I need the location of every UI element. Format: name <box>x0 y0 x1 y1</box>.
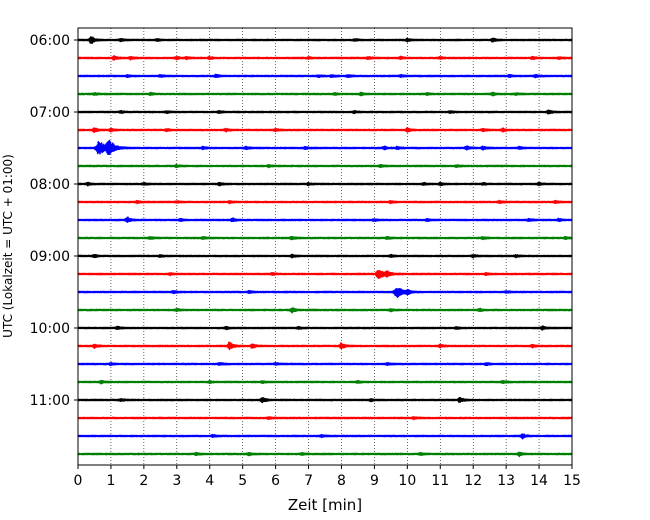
y-tick-label: 07:00 <box>30 105 70 121</box>
plot-frame <box>77 27 573 466</box>
x-tick-label: 11 <box>431 473 449 489</box>
x-tick-label: 10 <box>398 473 416 489</box>
trace-0945 <box>77 307 573 314</box>
trace-1000 <box>77 325 573 331</box>
x-tick-label: 5 <box>238 473 247 489</box>
trace-1100 <box>77 396 573 404</box>
y-tick-label: 11:00 <box>30 393 70 409</box>
trace-0930 <box>77 288 573 298</box>
vertical-grid <box>110 28 540 465</box>
trace-0700 <box>77 109 573 115</box>
x-axis-title: Zeit [min] <box>288 496 362 514</box>
trace-0815 <box>77 199 573 205</box>
x-tick-label: 7 <box>304 473 313 489</box>
trace-1045 <box>77 379 573 385</box>
trace-0600 <box>77 36 573 44</box>
y-tick-label: 09:00 <box>30 249 70 265</box>
x-tick-label: 8 <box>337 473 346 489</box>
trace-0645 <box>77 91 573 97</box>
x-tick-label: 15 <box>563 473 581 489</box>
x-axis-ticks: 0 1 2 3 4 5 6 7 8 9 10 11 12 13 14 15 <box>74 465 581 489</box>
y-axis-title: UTC (Lokalzeit = UTC + 01:00) <box>1 154 15 338</box>
trace-1145 <box>77 451 573 458</box>
trace-1015 <box>77 341 573 351</box>
trace-0830 <box>77 216 573 223</box>
trace-1130 <box>77 433 573 440</box>
x-tick-label: 0 <box>74 473 83 489</box>
trace-0745 <box>77 163 573 169</box>
x-tick-label: 13 <box>497 473 515 489</box>
trace-0900 <box>77 253 573 259</box>
x-tick-label: 12 <box>464 473 482 489</box>
trace-0845 <box>77 235 573 241</box>
trace-0615 <box>77 55 573 61</box>
seismogram-traces <box>77 36 573 458</box>
y-tick-label: 08:00 <box>30 177 70 193</box>
trace-0715 <box>77 127 573 133</box>
trace-0630 <box>77 73 573 79</box>
x-tick-label: 3 <box>172 473 181 489</box>
y-tick-label: 10:00 <box>30 321 70 337</box>
trace-0915 <box>77 270 573 280</box>
x-tick-label: 4 <box>205 473 214 489</box>
trace-0730 <box>77 139 573 155</box>
x-tick-label: 6 <box>271 473 280 489</box>
y-tick-label: 06:00 <box>30 33 70 49</box>
trace-1030 <box>77 361 573 367</box>
y-axis-ticks: 06:00 07:00 08:00 09:00 10:00 11:00 <box>30 33 78 409</box>
trace-1115 <box>77 416 573 421</box>
x-tick-label: 9 <box>370 473 379 489</box>
plot-background <box>78 28 572 465</box>
x-tick-label: 14 <box>530 473 548 489</box>
x-tick-label: 1 <box>106 473 115 489</box>
trace-0800 <box>77 181 573 187</box>
x-tick-label: 2 <box>139 473 148 489</box>
